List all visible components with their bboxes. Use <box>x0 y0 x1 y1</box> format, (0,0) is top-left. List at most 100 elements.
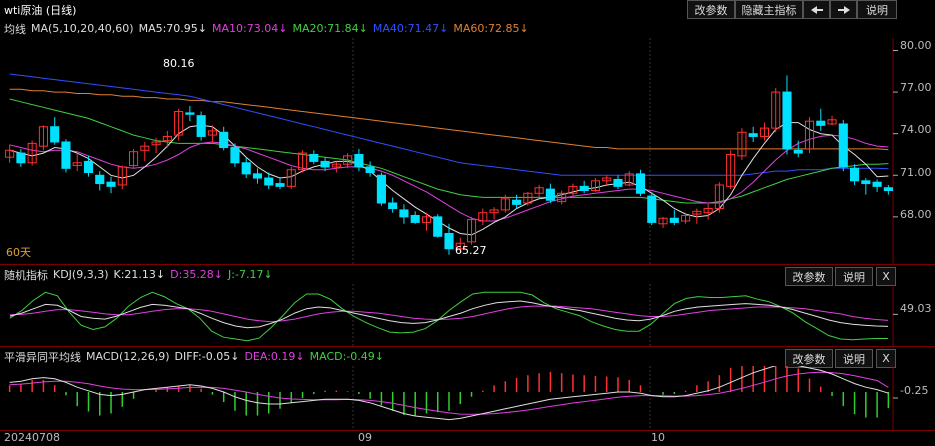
candle-body <box>140 145 150 151</box>
high-price-label: 80.16 <box>163 57 195 70</box>
kdj-params: KDJ(9,3,3) <box>53 268 109 281</box>
candle-body <box>343 155 353 165</box>
candle-body <box>433 216 443 237</box>
chart-title: wti原油 (日线) <box>4 3 77 17</box>
hide-indicator-button[interactable]: 隐藏主指标 <box>735 0 803 19</box>
kdj-panel <box>0 264 935 347</box>
macd-help-button[interactable]: 说明 <box>835 349 873 368</box>
candle-body <box>106 181 116 187</box>
candle-body <box>365 166 375 173</box>
candle-body <box>838 123 848 168</box>
candle-body <box>647 195 657 223</box>
kdj-chart <box>9 284 898 346</box>
candle-body <box>83 160 94 173</box>
ma10-line <box>9 134 889 222</box>
macd-panel <box>0 346 935 430</box>
candle-body <box>286 169 296 187</box>
candle-body <box>737 131 747 157</box>
candle-body <box>162 135 172 142</box>
kdj-j-line <box>9 291 889 342</box>
candle-body <box>748 133 758 137</box>
ma60-line <box>9 88 889 151</box>
title-bar: wti原油 (日线) <box>0 0 935 19</box>
candle-body <box>230 147 240 164</box>
ma20-line <box>9 98 889 204</box>
candle-body <box>444 232 454 250</box>
macd-legend: 平滑异同平均线 MACD(12,26,9) DIFF:-0.05↓ DEA:0.… <box>0 347 935 366</box>
candle-body <box>72 162 82 167</box>
candle-body <box>523 192 533 204</box>
candle-body <box>297 152 308 171</box>
date-tick-1: 09 <box>358 431 372 444</box>
ma40-value: MA40:71.47↓ <box>372 22 449 35</box>
ma10-value: MA10:73.04↓ <box>212 22 288 35</box>
candle-body <box>590 180 601 192</box>
candle-body <box>782 91 792 150</box>
candle-body <box>376 174 386 204</box>
candle-body <box>331 163 341 168</box>
price-tick-80: 80.00 <box>900 39 932 52</box>
candle-body <box>816 120 826 126</box>
candle-body <box>512 199 522 205</box>
candle-body <box>624 173 634 186</box>
candle-body <box>714 184 724 210</box>
candle-body <box>421 216 432 223</box>
candle-body <box>635 173 646 194</box>
kdj-close-icon[interactable]: X <box>876 267 896 286</box>
kdj-axis-tick: 49.03 <box>900 302 932 315</box>
kdj-help-button[interactable]: 说明 <box>835 267 873 286</box>
candle-body <box>602 177 612 182</box>
candle-body <box>568 185 578 194</box>
candle-body <box>207 130 217 136</box>
macd-dea-line <box>9 371 889 415</box>
ma60-value: MA60:72.85↓ <box>453 22 529 35</box>
candle-body <box>151 141 161 146</box>
help-button[interactable]: 说明 <box>857 0 897 19</box>
candle-body <box>241 162 251 175</box>
price-tick-71: 71.00 <box>900 166 932 179</box>
date-tick-2: 10 <box>651 431 665 444</box>
date-tick-0: 20240708 <box>4 431 60 444</box>
kdj-k-line <box>9 300 889 329</box>
candle-body <box>557 192 567 203</box>
macd-diff-value: DIFF:-0.05↓ <box>174 350 240 363</box>
candle-body <box>196 115 206 137</box>
candle-body <box>883 187 893 192</box>
macd-close-icon[interactable]: X <box>876 349 896 368</box>
macd-modify-button[interactable]: 改参数 <box>785 349 833 368</box>
ma20-value: MA20:71.84↓ <box>292 22 368 35</box>
candle-body <box>658 217 668 225</box>
candlestick-chart[interactable] <box>0 38 935 264</box>
candle-body <box>861 180 871 185</box>
candle-body <box>534 187 544 194</box>
candle-body <box>174 110 184 136</box>
modify-params-button[interactable]: 改参数 <box>687 0 735 19</box>
candle-body <box>669 217 679 223</box>
candle-body <box>275 183 285 187</box>
kdj-legend: 随机指标 KDJ(9,3,3) K:21.13↓ D:35.28↓ J:-7.1… <box>0 265 935 284</box>
price-tick-74: 74.00 <box>900 123 932 136</box>
low-price-label: 65.27 <box>455 244 487 257</box>
candle-body <box>95 174 105 185</box>
candle-body <box>850 167 860 182</box>
date-axis <box>0 430 935 446</box>
candle-body <box>117 166 127 186</box>
kdj-d-value: D:35.28↓ <box>170 268 224 281</box>
candle-body <box>410 214 420 223</box>
arrow-left-icon[interactable] <box>803 0 830 19</box>
candle-body <box>703 208 713 214</box>
ma-legend-params: MA(5,10,20,40,60) <box>31 22 134 35</box>
ma5-value: MA5:70.95↓ <box>138 22 208 35</box>
candle-body <box>264 177 274 186</box>
macd-macd-value: MACD:-0.49↓ <box>309 350 384 363</box>
arrow-right-icon[interactable] <box>830 0 857 19</box>
candle-body <box>5 149 15 158</box>
candle-body <box>759 127 769 137</box>
candle-body <box>500 198 510 211</box>
kdj-modify-button[interactable]: 改参数 <box>785 267 833 286</box>
ma-legend: 均线 MA(5,10,20,40,60) MA5:70.95↓ MA10:73.… <box>0 19 935 38</box>
candle-body <box>27 142 37 164</box>
candle-body <box>726 153 736 187</box>
candle-body <box>219 131 229 149</box>
candle-body <box>129 151 139 167</box>
